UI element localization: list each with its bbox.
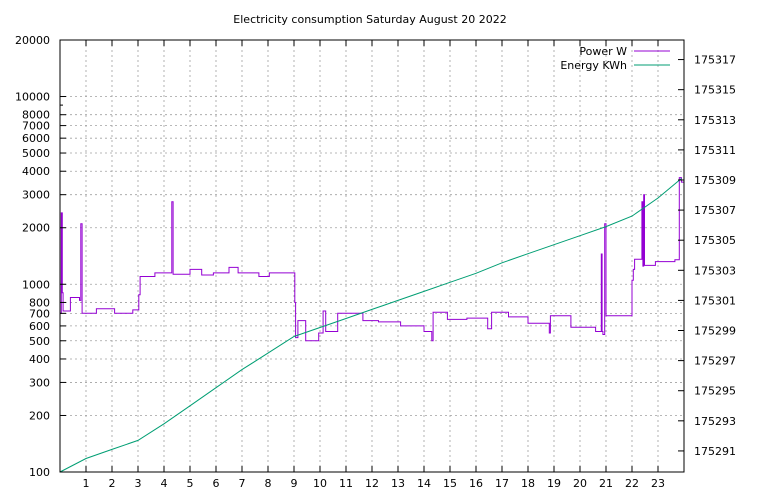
y-right-tick-label: 175295	[694, 385, 736, 398]
x-tick-label: 5	[187, 477, 194, 490]
series-line-power	[60, 177, 685, 342]
x-tick-label: 19	[547, 477, 561, 490]
y-left-tick-label: 5000	[22, 147, 50, 160]
y-left-tick-label: 6000	[22, 132, 50, 145]
x-tick-label: 15	[443, 477, 457, 490]
x-tick-label: 23	[651, 477, 665, 490]
y-left-tick-label: 3000	[22, 189, 50, 202]
y-right-tick-label: 175297	[694, 355, 736, 368]
y-left-tick-label: 300	[29, 376, 50, 389]
y-left-tick-label: 4000	[22, 165, 50, 178]
y-left-tick-label: 400	[29, 353, 50, 366]
y-right-tick-label: 175301	[694, 294, 736, 307]
x-tick-label: 16	[469, 477, 483, 490]
x-tick-label: 8	[265, 477, 272, 490]
y-left-tick-label: 700	[29, 307, 50, 320]
chart-title: Electricity consumption Saturday August …	[233, 13, 506, 26]
y-left-tick-label: 500	[29, 335, 50, 348]
x-tick-label: 13	[391, 477, 405, 490]
y-left-tick-label: 10000	[15, 91, 50, 104]
x-tick-label: 17	[495, 477, 509, 490]
x-tick-label: 3	[135, 477, 142, 490]
y-right-tick-label: 175303	[694, 264, 736, 277]
y-left-tick-label: 200	[29, 409, 50, 422]
legend-label-power: Power W	[579, 45, 627, 58]
x-tick-label: 14	[417, 477, 431, 490]
legend-label-energy: Energy KWh	[560, 59, 627, 72]
y-right-tick-label: 175311	[694, 144, 736, 157]
series-line-energy	[59, 178, 682, 473]
y-right-tick-label: 175299	[694, 325, 736, 338]
x-tick-label: 20	[573, 477, 587, 490]
x-tick-label: 9	[291, 477, 298, 490]
x-tick-label: 22	[625, 477, 639, 490]
x-tick-label: 4	[161, 477, 168, 490]
legend: Power W Energy KWh	[560, 45, 670, 72]
y-right-tick-label: 175317	[694, 54, 736, 67]
y-left-tick-label: 2000	[22, 222, 50, 235]
y-right-tick-label: 175309	[694, 174, 736, 187]
x-tick-label: 21	[599, 477, 613, 490]
y-right-tick-label: 175293	[694, 415, 736, 428]
y-left-tick-label: 800	[29, 296, 50, 309]
x-tick-label: 10	[313, 477, 327, 490]
x-tick-label: 12	[365, 477, 379, 490]
y-left-tick-label: 7000	[22, 120, 50, 133]
y-right-tick-label: 175291	[694, 445, 736, 458]
series-layer	[59, 177, 685, 473]
y-right-tick-label: 175307	[694, 204, 736, 217]
x-tick-label: 1	[83, 477, 90, 490]
y-right-tick-label: 175313	[694, 114, 736, 127]
y-right-tick-label: 175305	[694, 234, 736, 247]
y-left-tick-label: 20000	[15, 34, 50, 47]
grid	[60, 40, 684, 472]
x-tick-label: 2	[109, 477, 116, 490]
axes: 1 2 3 4 5 6 7 8 9 10 11 12 13 14 15 16 17 18 19 20 21 22 23100…	[15, 34, 736, 490]
x-tick-label: 18	[521, 477, 535, 490]
x-tick-label: 7	[239, 477, 246, 490]
x-tick-label: 11	[339, 477, 353, 490]
y-left-tick-label: 1000	[22, 278, 50, 291]
y-right-tick-label: 175315	[694, 84, 736, 97]
y-left-tick-label: 600	[29, 320, 50, 333]
y-left-tick-label: 100	[29, 466, 50, 479]
y-left-tick-label: 8000	[22, 109, 50, 122]
x-tick-label: 6	[213, 477, 220, 490]
